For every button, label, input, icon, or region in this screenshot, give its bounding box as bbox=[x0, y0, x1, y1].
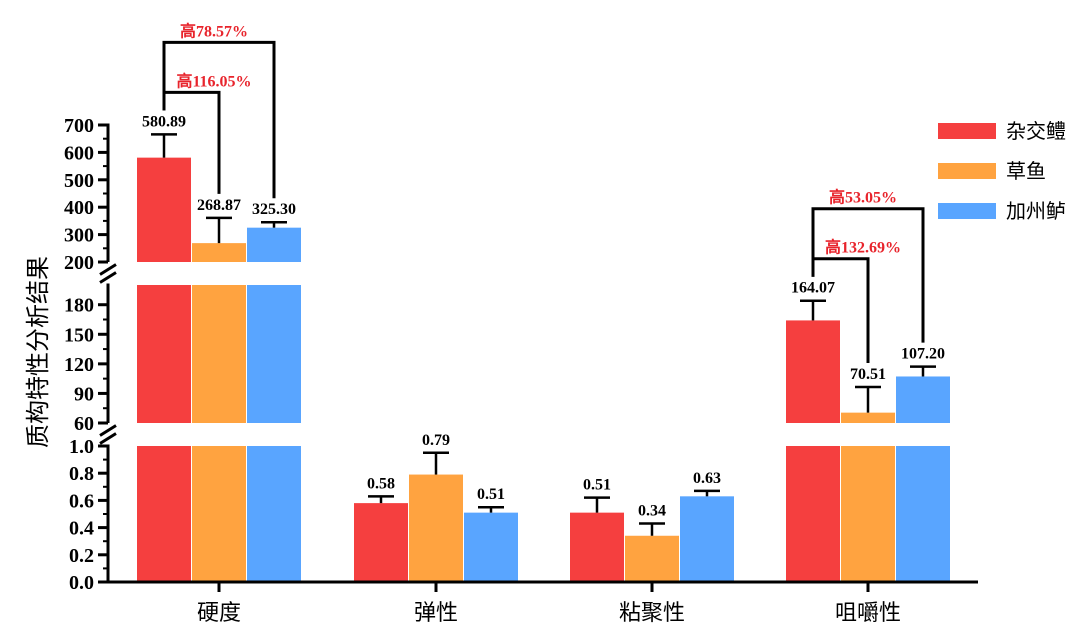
y-tick-label-1-2: 120 bbox=[64, 354, 94, 376]
bar-0-1-seg0 bbox=[192, 446, 246, 582]
y-tick-label-2-2: 400 bbox=[64, 197, 94, 219]
y-tick-label-0-2: 0.4 bbox=[69, 518, 94, 540]
bar-3-2-seg0 bbox=[896, 446, 950, 582]
y-tick-label-0-1: 0.2 bbox=[69, 545, 94, 567]
y-tick-label-2-3: 500 bbox=[64, 170, 94, 192]
y-tick-label-0-5: 1.0 bbox=[69, 436, 94, 458]
data-label-2-1: 0.34 bbox=[638, 503, 666, 520]
bar-0-2-seg1 bbox=[247, 285, 301, 423]
bracket-0 bbox=[162, 40, 276, 199]
data-label-0-2: 325.30 bbox=[252, 201, 296, 218]
bar-0-1 bbox=[192, 243, 246, 262]
y-tick-label-1-3: 150 bbox=[64, 324, 94, 346]
y-tick-label-2-1: 300 bbox=[64, 225, 94, 247]
bar-1-0 bbox=[354, 503, 408, 582]
data-label-1-1: 0.79 bbox=[422, 432, 450, 449]
bar-2-2 bbox=[680, 496, 734, 582]
bar-3-0-seg0 bbox=[786, 446, 840, 582]
bracket-2 bbox=[811, 207, 925, 343]
legend-label-2: 加州鲈 bbox=[1006, 199, 1066, 223]
legend-label-0: 杂交鳢 bbox=[1006, 119, 1066, 143]
y-tick-label-0-3: 0.6 bbox=[69, 490, 94, 512]
axis-break-1-a bbox=[99, 271, 117, 284]
category-label-2: 粘聚性 bbox=[619, 601, 685, 626]
annotation-label-3: 高132.69% bbox=[825, 238, 901, 257]
bar-1-2 bbox=[464, 512, 518, 582]
data-label-2-0: 0.51 bbox=[583, 477, 611, 494]
legend-swatch-0 bbox=[938, 123, 996, 139]
bar-0-0-seg1 bbox=[137, 285, 191, 423]
category-label-0: 硬度 bbox=[197, 601, 241, 626]
data-label-0-0: 580.89 bbox=[142, 113, 186, 130]
legend-label-1: 草鱼 bbox=[1006, 159, 1046, 183]
data-label-0-1: 268.87 bbox=[197, 197, 241, 214]
bar-3-1-seg0 bbox=[841, 446, 895, 582]
bar-0-0 bbox=[137, 157, 191, 262]
y-tick-label-0-0: 0.0 bbox=[69, 572, 94, 594]
annotation-label-2: 高53.05% bbox=[829, 188, 897, 207]
data-label-3-1: 70.51 bbox=[850, 366, 886, 383]
axis-break-1-b bbox=[99, 263, 117, 276]
y-tick-label-0-4: 0.8 bbox=[69, 463, 94, 485]
bar-2-1 bbox=[625, 535, 679, 582]
axis-break-0-b bbox=[99, 424, 117, 437]
y-tick-label-1-4: 180 bbox=[64, 295, 94, 317]
data-label-2-2: 0.63 bbox=[693, 470, 721, 487]
bar-2-0 bbox=[570, 512, 624, 582]
data-label-3-0: 164.07 bbox=[791, 280, 835, 297]
annotation-label-0: 高78.57% bbox=[180, 21, 248, 40]
data-label-1-2: 0.51 bbox=[477, 486, 505, 503]
bar-3-2 bbox=[896, 376, 950, 423]
axis-break-0-a bbox=[99, 432, 117, 445]
y-tick-label-1-0: 60 bbox=[74, 413, 94, 435]
legend-swatch-1 bbox=[938, 163, 996, 179]
bar-3-1 bbox=[841, 412, 895, 423]
y-tick-label-2-0: 200 bbox=[64, 252, 94, 274]
legend-swatch-2 bbox=[938, 203, 996, 219]
bar-1-1 bbox=[409, 474, 463, 582]
y-tick-label-2-5: 700 bbox=[64, 115, 94, 137]
bar-0-0-seg0 bbox=[137, 446, 191, 582]
y-axis-title: 质构特性分析结果 bbox=[24, 256, 52, 448]
bar-3-0 bbox=[786, 320, 840, 423]
annotation-label-1: 高116.05% bbox=[176, 71, 251, 90]
data-label-1-0: 0.58 bbox=[367, 475, 395, 492]
bar-0-2-seg0 bbox=[247, 446, 301, 582]
category-label-1: 弹性 bbox=[414, 601, 458, 626]
data-label-3-2: 107.20 bbox=[901, 346, 945, 363]
y-tick-label-2-4: 600 bbox=[64, 142, 94, 164]
bar-0-2 bbox=[247, 227, 301, 262]
bar-0-1-seg1 bbox=[192, 285, 246, 423]
y-tick-label-1-1: 90 bbox=[74, 383, 94, 405]
category-label-3: 咀嚼性 bbox=[835, 601, 901, 626]
